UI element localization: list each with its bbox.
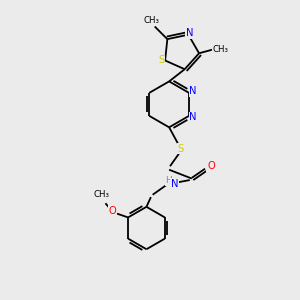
Text: O: O	[207, 161, 215, 172]
Text: CH₃: CH₃	[144, 16, 160, 25]
Text: H: H	[165, 176, 172, 185]
Text: N: N	[189, 112, 197, 122]
Text: N: N	[186, 28, 194, 38]
Text: N: N	[171, 179, 178, 189]
Text: CH₃: CH₃	[212, 45, 228, 54]
Text: S: S	[178, 143, 184, 154]
Text: CH₃: CH₃	[94, 190, 110, 199]
Text: N: N	[189, 86, 197, 96]
Text: S: S	[158, 56, 164, 65]
Text: O: O	[109, 206, 117, 216]
